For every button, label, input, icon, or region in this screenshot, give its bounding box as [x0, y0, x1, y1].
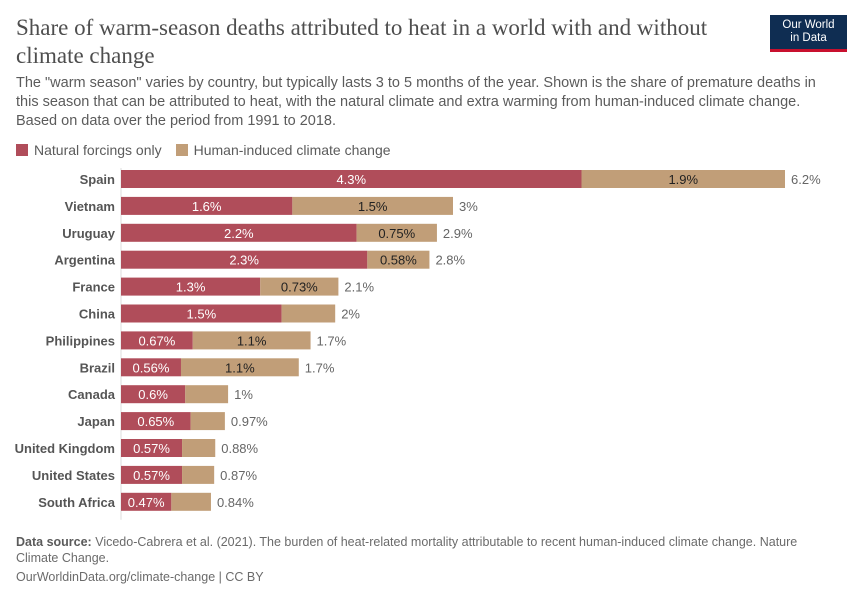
- bar-segment[interactable]: [121, 250, 368, 269]
- bar-segment[interactable]: [121, 223, 357, 242]
- category-label: China: [79, 307, 116, 322]
- category-label: Argentina: [54, 253, 115, 268]
- bar-segment[interactable]: [121, 465, 183, 484]
- bar-segment[interactable]: [180, 358, 299, 377]
- category-label: France: [72, 280, 115, 295]
- segment-label: 0.58%: [380, 253, 417, 268]
- segment-label: 2.3%: [229, 253, 259, 268]
- segment-label: 1.3%: [176, 280, 206, 295]
- category-label: Brazil: [80, 360, 115, 375]
- owid-logo[interactable]: Our World in Data: [770, 15, 847, 52]
- bar-segment[interactable]: [182, 465, 215, 484]
- legend-swatch: [16, 144, 28, 156]
- total-label: 1.7%: [305, 360, 335, 375]
- total-label: 0.84%: [217, 495, 254, 510]
- legend: Natural forcings only Human-induced clim…: [16, 142, 391, 158]
- segment-label: 0.47%: [128, 495, 165, 510]
- bar-segment[interactable]: [182, 439, 216, 457]
- bar-segment[interactable]: [121, 492, 172, 511]
- segment-label: 1.1%: [237, 333, 267, 348]
- category-label: Uruguay: [62, 226, 116, 241]
- segment-label: 1.5%: [358, 199, 388, 214]
- chart-title: Share of warm-season deaths attributed t…: [16, 15, 708, 68]
- category-label: South Africa: [38, 495, 116, 510]
- legend-label: Human-induced climate change: [193, 142, 391, 158]
- legend-item-human[interactable]: Human-induced climate change: [175, 142, 391, 158]
- segment-label: 0.65%: [137, 414, 174, 429]
- source-label: Data source:: [16, 535, 92, 549]
- footer-url[interactable]: OurWorldinData.org/climate-change | CC B…: [16, 570, 264, 584]
- category-label: Spain: [80, 172, 115, 187]
- total-label: 0.87%: [220, 468, 257, 483]
- bar-segment[interactable]: [192, 331, 311, 350]
- bar-segment[interactable]: [121, 331, 193, 350]
- total-label: 1.7%: [317, 333, 347, 348]
- segment-label: 0.57%: [133, 468, 170, 483]
- category-label: Vietnam: [65, 199, 115, 214]
- segment-label: 1.9%: [668, 172, 698, 187]
- category-label: Philippines: [46, 333, 115, 348]
- bar-segment[interactable]: [121, 412, 191, 431]
- segment-label: 2.2%: [224, 226, 254, 241]
- footer-source: Data source: Vicedo-Cabrera et al. (2021…: [16, 534, 831, 566]
- bar-segment[interactable]: [356, 223, 437, 242]
- segment-label: 1.1%: [225, 360, 255, 375]
- legend-swatch: [175, 144, 188, 156]
- total-label: 6.2%: [791, 172, 821, 187]
- segment-label: 4.3%: [336, 172, 366, 187]
- segment-label: 0.75%: [378, 226, 415, 241]
- bar-segment[interactable]: [171, 492, 211, 511]
- category-label: United Kingdom: [15, 441, 115, 456]
- segment-label: 0.6%: [138, 387, 168, 402]
- bar-segment[interactable]: [121, 277, 261, 296]
- logo-line: in Data: [790, 32, 827, 44]
- total-label: 2.1%: [344, 280, 374, 295]
- bar-segment[interactable]: [121, 196, 293, 215]
- category-label: Canada: [68, 387, 116, 402]
- total-label: 2.9%: [443, 226, 473, 241]
- segment-label: 0.73%: [281, 280, 318, 295]
- segment-label: 0.67%: [138, 333, 175, 348]
- bar-segment[interactable]: [185, 385, 229, 404]
- legend-label: Natural forcings only: [34, 142, 162, 158]
- bar-segment[interactable]: [121, 304, 282, 323]
- bar-segment[interactable]: [121, 385, 186, 404]
- segment-label: 1.6%: [192, 199, 222, 214]
- total-label: 3%: [459, 199, 478, 214]
- category-label: Japan: [77, 414, 115, 429]
- bar-segment[interactable]: [190, 412, 225, 431]
- logo-line: Our World: [782, 19, 835, 31]
- segment-label: 1.5%: [187, 307, 217, 322]
- bar-segment[interactable]: [121, 358, 181, 377]
- total-label: 2.8%: [435, 253, 465, 268]
- bar-segment[interactable]: [281, 304, 336, 323]
- total-label: 0.97%: [231, 414, 268, 429]
- legend-item-natural[interactable]: Natural forcings only: [16, 142, 162, 158]
- bar-segment[interactable]: [581, 170, 785, 188]
- segment-label: 0.57%: [133, 441, 170, 456]
- bar-segment[interactable]: [121, 170, 582, 188]
- bar-segment[interactable]: [260, 277, 339, 296]
- bar-segment[interactable]: [292, 196, 453, 215]
- bar-segment[interactable]: [121, 439, 183, 457]
- total-label: 1%: [234, 387, 253, 402]
- bar-chart: Spain 4.3% 1.9% 6.2% Vietnam 1.6% 1.5% 3% Urugua…: [15, 168, 821, 520]
- total-label: 0.88%: [221, 441, 258, 456]
- source-text: Vicedo-Cabrera et al. (2021). The burden…: [16, 535, 798, 565]
- chart-subtitle: The "warm season" varies by country, but…: [16, 75, 816, 129]
- bar-segment[interactable]: [367, 250, 430, 269]
- segment-label: 0.56%: [133, 360, 170, 375]
- total-label: 2%: [341, 307, 360, 322]
- category-label: United States: [32, 468, 115, 483]
